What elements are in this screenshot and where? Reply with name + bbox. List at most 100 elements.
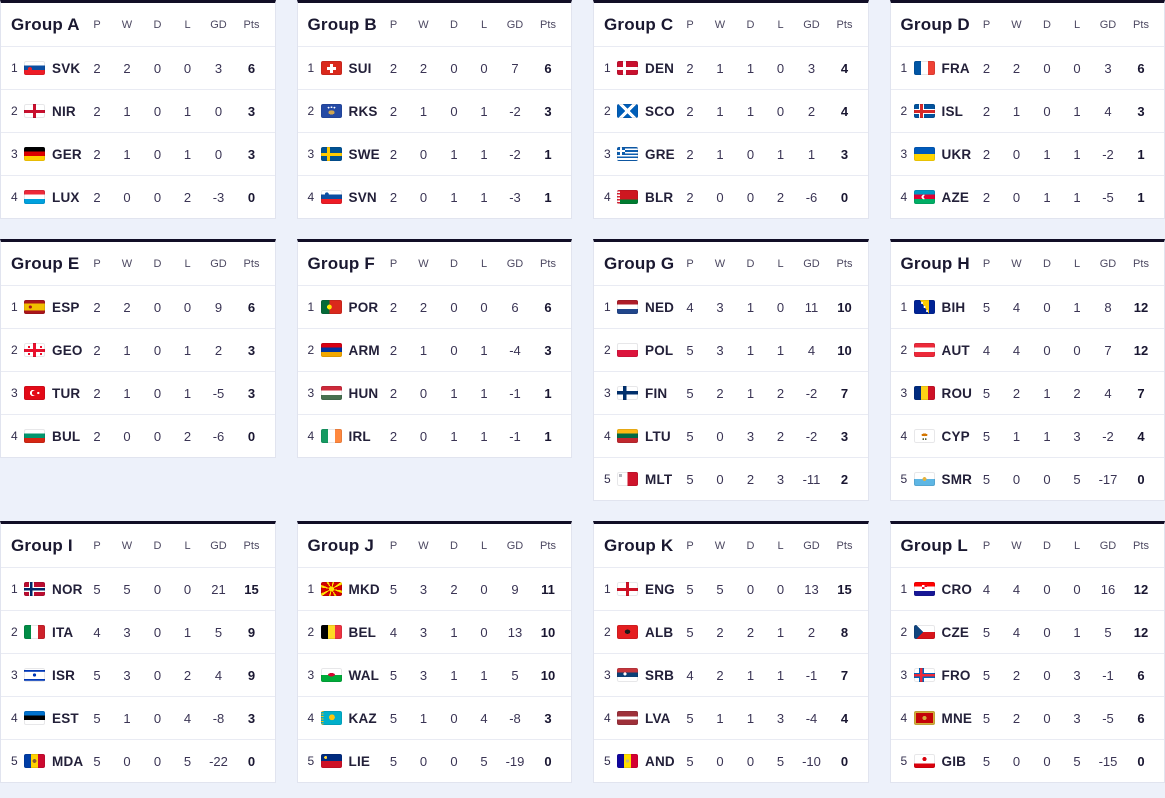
team-row[interactable]: 1 ESP 2 2 0 0 9 6 [1, 285, 275, 328]
column-header-l: L [184, 18, 191, 31]
d-cell: 0 [450, 60, 458, 76]
d-cell: 0 [450, 710, 458, 726]
team-row[interactable]: 3 SWE 2 0 1 1 -2 1 [297, 132, 571, 175]
team-row[interactable]: 4 BLR 2 0 0 2 -6 0 [594, 175, 868, 218]
team-row[interactable]: 3 HUN 2 0 1 1 -1 1 [297, 371, 571, 414]
team-row[interactable]: 2 CZE 5 4 0 1 5 12 [890, 610, 1164, 653]
flag-kaz-icon [320, 711, 342, 725]
team-row[interactable]: 2 NIR 2 1 0 1 0 3 [1, 89, 275, 132]
team-row[interactable]: 2 RKS 2 1 0 1 -2 3 [297, 89, 571, 132]
team-row[interactable]: 1 SVK 2 2 0 0 3 6 [1, 46, 275, 89]
column-header-gd: GD [1099, 257, 1117, 270]
team-row[interactable]: 4 KAZ 5 1 0 4 -8 3 [297, 696, 571, 739]
team-row[interactable]: 2 ARM 2 1 0 1 -4 3 [297, 328, 571, 371]
team-row[interactable]: 4 CYP 5 1 1 3 -2 4 [890, 414, 1164, 457]
w-cell: 2 [419, 60, 428, 76]
rank-label: 1 [11, 300, 18, 314]
flag-rks-icon [320, 104, 342, 118]
rank-label: 4 [900, 190, 908, 204]
team-row[interactable]: 2 POL 5 3 1 1 4 10 [594, 328, 868, 371]
team-row[interactable]: 3 ISR 5 3 0 2 4 9 [1, 653, 275, 696]
team-row[interactable]: 5 AND 5 0 0 5 -10 0 [594, 739, 868, 782]
d-cell: 2 [746, 624, 755, 640]
team-row[interactable]: 3 SRB 4 2 1 1 -1 7 [594, 653, 868, 696]
team-row[interactable]: 1 SUI 2 2 0 0 7 6 [297, 46, 571, 89]
team-row[interactable]: 3 WAL 5 3 1 1 5 10 [297, 653, 571, 696]
gd-cell: 3 [214, 60, 223, 76]
team-row[interactable]: 1 NOR 5 5 0 0 21 15 [1, 567, 275, 610]
team-row[interactable]: 4 SVN 2 0 1 1 -3 1 [297, 175, 571, 218]
team-row[interactable]: 2 GEO 2 1 0 1 2 3 [1, 328, 275, 371]
team-row[interactable]: 1 FRA 2 2 0 0 3 6 [890, 46, 1164, 89]
pts-cell: 7 [1137, 385, 1145, 401]
team-row[interactable]: 1 DEN 2 1 1 0 3 4 [594, 46, 868, 89]
team-row[interactable]: 5 SMR 5 0 0 5 -17 0 [890, 457, 1164, 500]
pts-cell: 2 [840, 471, 849, 487]
column-header-gd: GD [1099, 539, 1117, 552]
column-header-l: L [480, 18, 488, 31]
p-cell: 5 [686, 581, 694, 597]
d-cell: 0 [153, 581, 162, 597]
pts-cell: 0 [247, 753, 256, 769]
team-row[interactable]: 3 GER 2 1 0 1 0 3 [1, 132, 275, 175]
w-cell: 1 [1012, 428, 1021, 444]
team-row[interactable]: 2 BEL 4 3 1 0 13 10 [297, 610, 571, 653]
pts-cell: 3 [247, 385, 256, 401]
column-header-l: L [1073, 257, 1081, 270]
w-cell: 0 [716, 189, 724, 205]
team-row[interactable]: 2 ISL 2 1 0 1 4 3 [890, 89, 1164, 132]
gd-cell: -4 [805, 710, 818, 726]
team-row[interactable]: 4 IRL 2 0 1 1 -1 1 [297, 414, 571, 457]
team-row[interactable]: 2 ITA 4 3 0 1 5 9 [1, 610, 275, 653]
d-cell: 1 [450, 667, 458, 683]
team-row[interactable]: 5 MLT 5 0 2 3 -11 2 [594, 457, 868, 500]
team-row[interactable]: 2 ALB 5 2 2 1 2 8 [594, 610, 868, 653]
gd-cell: -6 [805, 189, 818, 205]
team-row[interactable]: 1 BIH 5 4 0 1 8 12 [890, 285, 1164, 328]
team-row[interactable]: 4 MNE 5 2 0 3 -5 6 [890, 696, 1164, 739]
team-row[interactable]: 3 GRE 2 1 0 1 1 3 [594, 132, 868, 175]
l-cell: 0 [480, 624, 488, 640]
l-cell: 1 [1073, 624, 1081, 640]
group-card-header: Group E P W D L GD Pts [1, 242, 275, 285]
flag-cell [24, 147, 52, 161]
team-row[interactable]: 4 LTU 5 0 3 2 -2 3 [594, 414, 868, 457]
team-row[interactable]: 4 LUX 2 0 0 2 -3 0 [1, 175, 275, 218]
l-cell: 1 [183, 146, 192, 162]
w-cell: 1 [123, 103, 131, 119]
team-row[interactable]: 3 ROU 5 2 1 2 4 7 [890, 371, 1164, 414]
team-row[interactable]: 1 ENG 5 5 0 0 13 15 [594, 567, 868, 610]
team-row[interactable]: 4 LVA 5 1 1 3 -4 4 [594, 696, 868, 739]
column-header-d: D [746, 18, 755, 31]
team-row[interactable]: 3 FRO 5 2 0 3 -1 6 [890, 653, 1164, 696]
column-header-d: D [450, 539, 458, 552]
team-code: LIE [348, 753, 371, 769]
team-row[interactable]: 1 POR 2 2 0 0 6 6 [297, 285, 571, 328]
w-cell: 1 [716, 146, 724, 162]
column-header-w: W [418, 257, 429, 270]
team-row[interactable]: 2 SCO 2 1 1 0 2 4 [594, 89, 868, 132]
column-header-p: P [686, 18, 694, 31]
column-header-pts: Pts [243, 257, 260, 270]
team-row[interactable]: 3 TUR 2 1 0 1 -5 3 [1, 371, 275, 414]
team-row[interactable]: 2 AUT 4 4 0 0 7 12 [890, 328, 1164, 371]
team-row[interactable]: 1 NED 4 3 1 0 11 10 [594, 285, 868, 328]
team-row[interactable]: 5 LIE 5 0 0 5 -19 0 [297, 739, 571, 782]
rank-label: 3 [11, 147, 18, 161]
gd-cell: 2 [214, 342, 223, 358]
team-row[interactable]: 3 FIN 5 2 1 2 -2 7 [594, 371, 868, 414]
team-row[interactable]: 4 EST 5 1 0 4 -8 3 [1, 696, 275, 739]
w-cell: 2 [716, 667, 724, 683]
team-row[interactable]: 1 CRO 4 4 0 0 16 12 [890, 567, 1164, 610]
team-code: CZE [941, 624, 970, 640]
team-row[interactable]: 1 MKD 5 3 2 0 9 11 [297, 567, 571, 610]
team-row[interactable]: 5 GIB 5 0 0 5 -15 0 [890, 739, 1164, 782]
team-row[interactable]: 5 MDA 5 0 0 5 -22 0 [1, 739, 275, 782]
column-header-w: W [1011, 257, 1022, 270]
team-row[interactable]: 3 UKR 2 0 1 1 -2 1 [890, 132, 1164, 175]
column-header-w: W [1011, 18, 1022, 31]
team-row[interactable]: 4 AZE 2 0 1 1 -5 1 [890, 175, 1164, 218]
team-row[interactable]: 4 BUL 2 0 0 2 -6 0 [1, 414, 275, 457]
l-cell: 1 [480, 103, 488, 119]
flag-arm-icon [320, 343, 342, 357]
